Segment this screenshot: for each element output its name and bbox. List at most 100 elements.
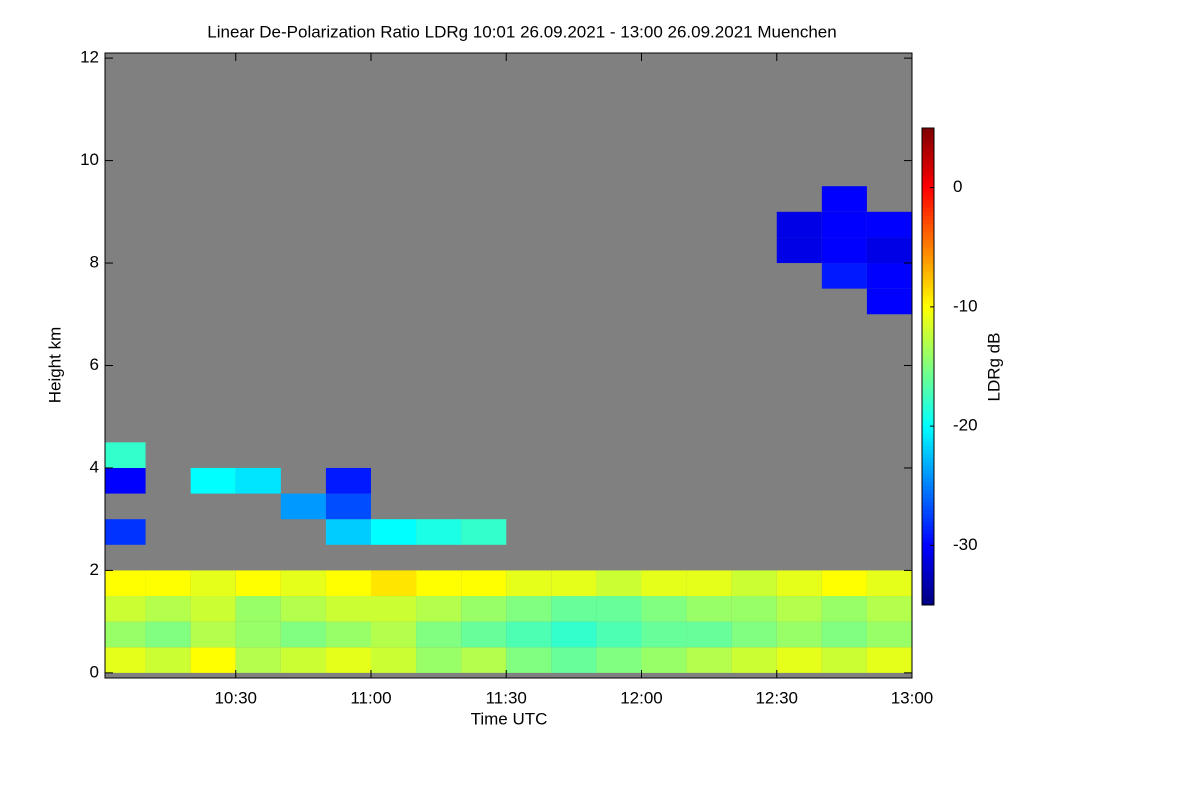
heatmap-cell [280,570,326,597]
x-tick-label: 12:00 [620,688,663,707]
colorbar-segment [922,195,934,201]
heatmap-cell [641,621,687,648]
colorbar-segment [922,485,934,491]
heatmap-cell [325,596,371,622]
heatmap-cell [551,570,597,597]
colorbar-segment [922,529,934,534]
heatmap-cell [416,519,462,545]
x-tick-label: 11:00 [350,688,391,707]
heatmap-cell [370,570,417,597]
heatmap-cell [190,596,236,622]
colorbar-segment [922,513,934,519]
heatmap-cell [370,621,417,648]
heatmap-cell [145,570,191,597]
heatmap-cell [821,211,867,238]
colorbar-segment [922,334,934,340]
colorbar-segment [922,302,934,308]
heatmap-cell [596,647,642,673]
colorbar-segment [922,207,934,212]
colorbar-segment [922,235,934,240]
heatmap-cell [866,263,912,289]
colorbar-segment [922,390,934,395]
colorbar-segment [922,139,934,145]
heatmap-cell [325,493,371,520]
colorbar-segment [922,557,934,562]
colorbar-segment [922,505,934,511]
heatmap-cell [596,621,642,648]
colorbar-segment [922,294,934,300]
colorbar-segment [922,509,934,515]
colorbar-segment [922,370,934,375]
heatmap-cell [280,596,326,622]
heatmap-cell [821,596,867,622]
colorbar-segment [922,183,934,189]
colorbar-segment [922,473,934,479]
heatmap-cell [416,647,462,673]
colorbar-segment [922,410,934,415]
colorbar-segment [922,227,934,232]
heatmap-cell [776,211,822,238]
heatmap-cell [105,647,146,673]
heatmap-cell [145,621,191,648]
colorbar-segment [922,243,934,248]
colorbar-segment [922,501,934,507]
colorbar-segment [922,159,934,165]
heatmap-cell [235,621,281,648]
colorbar-segment [922,386,934,391]
heatmap-cell [235,570,281,597]
x-axis-label: Time UTC [471,709,548,728]
colorbar-segment [922,310,934,316]
y-axis-label: Height km [45,327,64,404]
colorbar-segment [922,219,934,224]
heatmap-cell [866,237,912,264]
colorbar-segment [922,318,934,324]
heatmap-cell [551,647,597,673]
colorbar-segment [922,279,934,284]
heatmap-cell [370,519,417,545]
colorbar-segment [922,477,934,483]
chart-title: Linear De-Polarization Ratio LDRg 10:01 … [207,22,836,41]
heatmap-cell [325,467,371,494]
heatmap-cell [416,596,462,622]
heatmap-cell [280,493,326,520]
colorbar-segment [922,434,934,439]
heatmap-cell [235,467,281,494]
y-tick-label: 8 [90,253,99,272]
heatmap-cell [506,596,552,622]
x-tick-label: 12:30 [755,688,798,707]
colorbar-segment [922,322,934,328]
colorbar-segment [922,446,934,451]
colorbar-segment [922,271,934,276]
heatmap-cell [686,621,732,648]
colorbar-segment [922,573,934,578]
heatmap-cell [105,570,146,597]
colorbar-segment [922,255,934,260]
colorbar-segment [922,565,934,570]
colorbar-segment [922,553,934,558]
heatmap-cell [821,186,867,212]
colorbar-segment [922,589,934,594]
heatmap-cell [370,596,417,622]
colorbar-segment [922,581,934,586]
colorbar-segment [922,378,934,383]
y-tick-label: 2 [90,560,99,579]
heatmap-cell [641,647,687,673]
colorbar-segment [922,211,934,216]
heatmap-cell [686,596,732,622]
heatmap-cell [461,596,507,622]
heatmap-cell [776,621,822,648]
heatmap-cell [461,647,507,673]
colorbar-segment [922,366,934,371]
heatmap-cell [821,263,867,289]
colorbar-segment [922,330,934,336]
heatmap-cell [686,570,732,597]
colorbar-segment [922,430,934,435]
colorbar-segment [922,541,934,546]
colorbar-segment [922,422,934,427]
colorbar-segment [922,231,934,236]
colorbar-label: LDRg dB [984,333,1003,402]
heatmap-cell [506,647,552,673]
colorbar-segment [922,362,934,367]
colorbar-segment [922,414,934,419]
colorbar-segment [922,398,934,403]
